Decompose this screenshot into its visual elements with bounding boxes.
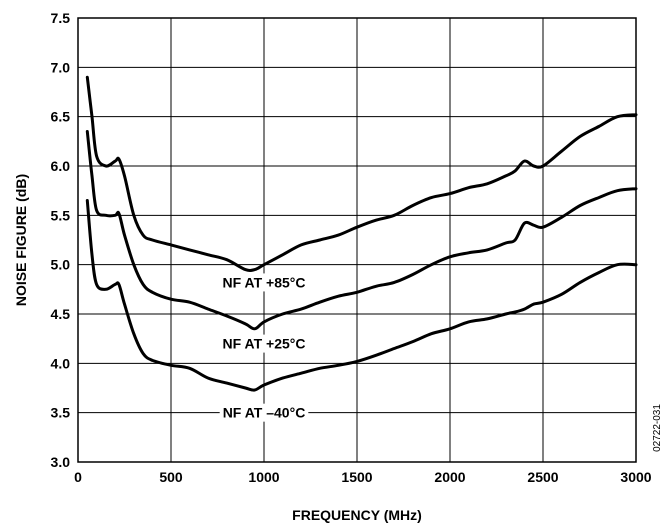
y-tick-labels: 3.0 3.5 4.0 4.5 5.0 5.5 6.0 6.5 7.0 7.5 <box>51 10 71 470</box>
y-tick-label: 4.0 <box>51 355 71 371</box>
x-tick-label: 0 <box>74 469 82 485</box>
x-axis-label: FREQUENCY (MHz) <box>292 507 422 523</box>
y-tick-label: 5.0 <box>51 257 71 273</box>
annotation-nf-85: NF AT +85°C <box>222 274 305 290</box>
x-tick-label: 2000 <box>434 469 465 485</box>
y-tick-label: 6.5 <box>51 109 71 125</box>
x-tick-label: 3000 <box>620 469 651 485</box>
x-tick-label: 500 <box>159 469 183 485</box>
series-line-nf-25c <box>85 130 638 331</box>
annotation-nf-25: NF AT +25°C <box>222 336 305 352</box>
y-tick-label: 4.5 <box>51 306 71 322</box>
y-tick-label: 3.0 <box>51 454 71 470</box>
figure-code: 02722-031 <box>652 404 663 452</box>
annotation-bg-25 <box>219 334 309 353</box>
x-tick-label: 1000 <box>248 469 279 485</box>
grid-lines <box>78 18 636 462</box>
x-tick-labels: 0 500 1000 1500 2000 2500 3000 <box>74 469 652 485</box>
y-axis-label: NOISE FIGURE (dB) <box>13 174 29 306</box>
y-tick-label: 6.0 <box>51 158 71 174</box>
series-line-nf-minus40c <box>85 199 638 392</box>
y-tick-label: 3.5 <box>51 405 71 421</box>
x-tick-label: 2500 <box>527 469 558 485</box>
y-tick-label: 7.5 <box>51 10 71 26</box>
annotation-bg-40 <box>219 403 309 422</box>
plot-frame <box>77 17 637 463</box>
annotation-labels: NF AT +85°C NF AT +25°C NF AT –40°C <box>219 273 309 422</box>
series-group <box>85 75 638 392</box>
y-tick-label: 5.5 <box>51 207 71 223</box>
annotation-nf-minus40: NF AT –40°C <box>223 405 306 421</box>
y-tick-label: 7.0 <box>51 59 71 75</box>
series-line-nf-85c <box>85 75 638 273</box>
x-tick-label: 1500 <box>341 469 372 485</box>
annotation-bg-85 <box>219 273 309 292</box>
